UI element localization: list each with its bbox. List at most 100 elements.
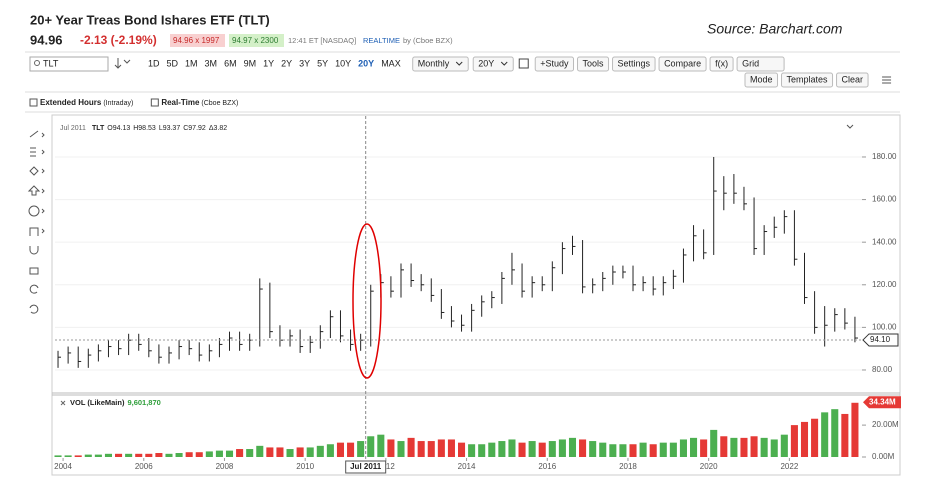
volume-bar	[397, 441, 405, 457]
x-tick-label: 2022	[780, 462, 798, 471]
toolbar-button[interactable]: Grid	[742, 58, 759, 68]
x-tick-label: 2010	[296, 462, 314, 471]
volume-title: VOL (LikeMain)	[70, 398, 125, 407]
toolbar-button[interactable]: Compare	[664, 58, 701, 68]
toolbar-button-box[interactable]	[577, 56, 610, 72]
volume-bar	[175, 453, 183, 457]
volume-bar	[639, 442, 647, 457]
y-tick-label: 160.00	[872, 195, 897, 204]
checkbox[interactable]	[29, 98, 38, 107]
x-tick-label: 2006	[135, 462, 153, 471]
volume-bar	[316, 445, 324, 457]
toolbar-button-box[interactable]	[744, 72, 779, 88]
y-tick-label: 0.00M	[872, 452, 895, 461]
toolbar-button-box[interactable]	[736, 56, 785, 72]
volume-bar	[387, 439, 395, 457]
collapse-chevron[interactable]	[846, 124, 854, 129]
volume-bar	[276, 447, 284, 457]
readout-date: Jul 2011	[60, 125, 86, 132]
toolbar-button[interactable]: +Study	[540, 58, 569, 68]
period-button[interactable]: 3M	[205, 58, 218, 68]
toolbar-button[interactable]: Settings	[618, 58, 651, 68]
interval-select-box[interactable]	[412, 56, 469, 72]
toolbar-button-box[interactable]	[836, 72, 869, 88]
calendar-icon[interactable]	[518, 58, 529, 69]
volume-bar	[74, 455, 82, 457]
close-icon[interactable]	[60, 400, 66, 406]
volume-bar	[266, 447, 274, 457]
checkbox[interactable]	[150, 98, 159, 107]
tool-measure[interactable]	[29, 227, 45, 236]
volume-bar	[94, 454, 102, 457]
compare-icon[interactable]	[114, 58, 131, 69]
range-select[interactable]: 20Y	[478, 58, 494, 68]
volume-bar	[599, 442, 607, 457]
tool-more[interactable]	[41, 208, 45, 214]
toolbar-button[interactable]: Tools	[583, 58, 605, 68]
period-button[interactable]: 2Y	[281, 58, 292, 68]
volume-bar	[286, 449, 294, 457]
volume-bar	[367, 436, 375, 457]
option-label[interactable]: Real-Time	[161, 98, 200, 107]
y-tick-label: 120.00	[872, 280, 897, 289]
period-button[interactable]: MAX	[381, 58, 401, 68]
volume-bar	[336, 442, 345, 457]
period-button[interactable]: 20Y	[358, 58, 374, 68]
period-button[interactable]: 5Y	[317, 58, 328, 68]
toolbar-button[interactable]: Templates	[787, 74, 829, 84]
symbol-box[interactable]	[29, 56, 109, 72]
volume-bar	[629, 444, 637, 457]
volume-bar	[165, 453, 173, 457]
period-button[interactable]: 10Y	[335, 58, 351, 68]
range-select-box[interactable]	[472, 56, 514, 72]
dropdown-arrow	[500, 61, 508, 66]
toolbar-button-box[interactable]	[781, 72, 834, 88]
period-button[interactable]: 6M	[224, 58, 237, 68]
toolbar-button[interactable]: Clear	[842, 74, 864, 84]
period-button[interactable]: 3Y	[299, 58, 310, 68]
bid: 94.96 x 1997	[173, 36, 220, 45]
option-note: (Cboe BZX)	[201, 100, 238, 107]
last-volume-label: 34.34M	[869, 397, 896, 406]
toolbar-button[interactable]: f(x)	[715, 58, 728, 68]
period-button[interactable]: 9M	[244, 58, 257, 68]
ask: 94.97 x 2300	[232, 36, 279, 45]
y-tick-label: 180.00	[872, 152, 897, 161]
feed: by (Cboe BZX)	[403, 36, 453, 45]
volume-bar	[568, 437, 577, 457]
tool-lock[interactable]	[29, 267, 39, 275]
period-button[interactable]: 1D	[148, 58, 160, 68]
volume-bar	[377, 434, 385, 457]
tool-undo[interactable]	[29, 284, 39, 294]
interval-select[interactable]: Monthly	[418, 58, 450, 68]
highlight-ellipse	[352, 223, 382, 379]
tool-circle[interactable]	[28, 205, 40, 217]
last-price-box	[862, 333, 899, 347]
period-button[interactable]: 1Y	[263, 58, 274, 68]
tool-arrow[interactable]	[27, 185, 45, 196]
toolbar-button-box[interactable]	[658, 56, 707, 72]
toolbar-button[interactable]: Mode	[750, 74, 773, 84]
tool-line[interactable]	[29, 130, 45, 138]
tool-shape[interactable]	[29, 166, 45, 176]
x-tick-label: 2020	[700, 462, 718, 471]
period-button[interactable]: 1M	[185, 58, 198, 68]
symbol[interactable]: TLT	[43, 58, 59, 68]
option-label[interactable]: Extended Hours	[40, 98, 102, 107]
volume-bar	[700, 439, 708, 457]
period-button[interactable]: 5D	[167, 58, 179, 68]
volume-bar	[195, 452, 203, 457]
toolbar-button-box[interactable]	[709, 56, 734, 72]
tool-magnet[interactable]	[29, 246, 39, 255]
volume-bar	[236, 449, 244, 457]
title: 20+ Year Treas Bond Ishares ETF (TLT)	[30, 12, 270, 27]
volume-bar	[246, 449, 254, 457]
volume-bar	[518, 442, 526, 457]
toolbar-button-box[interactable]	[612, 56, 656, 72]
toolbar-button-box[interactable]	[534, 56, 575, 72]
volume-bar	[296, 447, 304, 457]
menu-icon[interactable]	[882, 76, 892, 84]
tool-redo[interactable]	[29, 304, 39, 314]
y-tick-label: 20.00M	[872, 420, 899, 429]
tool-fib[interactable]	[30, 147, 45, 157]
